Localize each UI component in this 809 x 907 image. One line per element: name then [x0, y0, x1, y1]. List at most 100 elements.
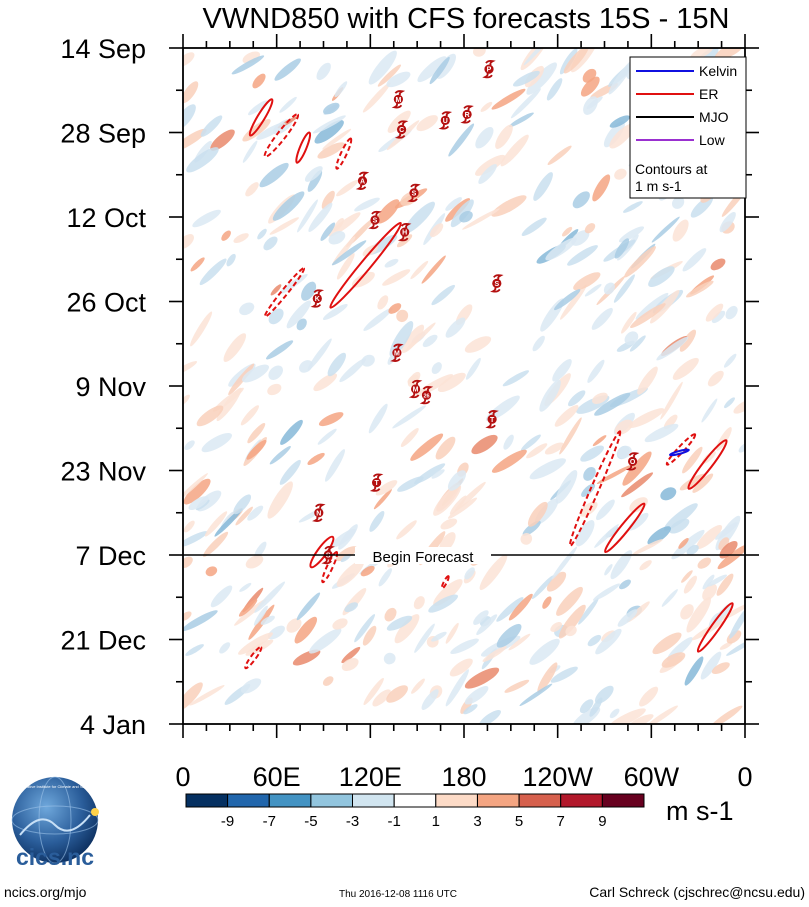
- negative-anomaly-patch: [248, 100, 268, 116]
- positive-anomaly-patch: [240, 405, 259, 426]
- negative-anomaly-patch: [725, 305, 738, 320]
- y-tick-label: 21 Dec: [60, 626, 146, 656]
- positive-anomaly-patch: [592, 174, 611, 202]
- positive-anomaly-patch: [415, 374, 453, 397]
- positive-anomaly-patch: [205, 566, 218, 577]
- colorbar-label: -1: [388, 813, 401, 830]
- negative-anomaly-patch: [192, 209, 221, 228]
- negative-anomaly-patch: [656, 336, 689, 361]
- er-contour-solid: [687, 439, 728, 490]
- negative-anomaly-patch: [428, 594, 459, 613]
- negative-anomaly-patch: [263, 236, 278, 251]
- negative-anomaly-patch: [610, 550, 633, 580]
- tropical-cyclone-icon: T: [485, 410, 499, 429]
- negative-anomaly-patch: [523, 48, 552, 66]
- negative-anomaly-patch: [629, 335, 646, 352]
- positive-anomaly-patch: [221, 230, 231, 241]
- positive-anomaly-patch: [183, 234, 194, 249]
- tropical-cyclone-icon: M: [391, 90, 406, 109]
- positive-anomaly-patch: [183, 478, 211, 505]
- negative-anomaly-patch: [684, 656, 704, 686]
- tropical-cyclone-icon: M: [408, 379, 423, 399]
- legend-label-kelvin: Kelvin: [699, 63, 737, 79]
- positive-anomaly-patch: [335, 546, 358, 562]
- x-tick-label: 0: [175, 762, 190, 792]
- negative-anomaly-patch: [608, 59, 635, 95]
- negative-anomaly-patch: [682, 248, 707, 272]
- tropical-cyclone-tracks: P M R U C A S S H S K M M 26 T O T N S: [310, 59, 640, 565]
- negative-anomaly-patch: [368, 403, 388, 434]
- tropical-cyclone-icon: S: [490, 274, 504, 293]
- negative-anomaly-patch: [421, 689, 439, 711]
- positive-anomaly-patch: [630, 303, 666, 329]
- negative-anomaly-patch: [431, 284, 456, 306]
- colorbar-label: 9: [598, 813, 606, 830]
- legend-box: [629, 56, 747, 199]
- negative-anomaly-patch: [267, 625, 285, 640]
- positive-anomaly-patch: [464, 667, 500, 689]
- tropical-cyclone-icon: 26: [419, 385, 434, 405]
- positive-anomaly-patch: [622, 451, 652, 486]
- positive-anomaly-patch: [573, 272, 601, 291]
- colorbar-swatch: [477, 793, 520, 808]
- negative-anomaly-patch: [323, 102, 340, 115]
- negative-anomaly-patch: [532, 335, 545, 352]
- negative-anomaly-patch: [431, 469, 445, 479]
- negative-anomaly-patch: [186, 147, 219, 173]
- negative-anomaly-patch: [314, 120, 344, 144]
- positive-anomaly-patch: [447, 497, 478, 519]
- positive-anomaly-patch: [733, 399, 745, 414]
- tropical-cyclone-icon: S: [407, 183, 421, 203]
- legend-label-low: Low: [699, 132, 726, 148]
- negative-anomaly-patch: [539, 379, 561, 412]
- positive-anomaly-patch: [405, 322, 436, 351]
- negative-anomaly-patch: [386, 615, 413, 631]
- positive-anomaly-patch: [183, 473, 208, 502]
- positive-anomaly-patch: [322, 128, 352, 150]
- positive-anomaly-patch: [204, 511, 228, 537]
- negative-anomaly-patch: [422, 334, 438, 348]
- negative-anomaly-patch: [476, 614, 498, 636]
- tropical-cyclone-icon: T: [369, 473, 384, 492]
- negative-anomaly-patch: [647, 526, 671, 545]
- positive-anomaly-patch: [413, 596, 425, 610]
- colorbar-unit: m s-1: [666, 796, 734, 826]
- positive-anomaly-patch: [317, 142, 345, 159]
- positive-anomaly-patch: [682, 446, 703, 474]
- negative-anomaly-patch: [644, 423, 679, 443]
- negative-anomaly-patch: [478, 164, 497, 184]
- y-tick-label: 28 Sep: [60, 119, 146, 149]
- x-tick-label: 120W: [522, 762, 593, 792]
- colorbar-swatch: [185, 793, 229, 808]
- positive-anomaly-patch: [286, 618, 302, 633]
- positive-anomaly-patch: [547, 145, 572, 165]
- positive-anomaly-patch: [410, 433, 444, 461]
- x-tick-label: 120E: [339, 762, 402, 792]
- er-contour-solid: [604, 502, 646, 554]
- storm-label: S: [326, 553, 331, 560]
- positive-anomaly-patch: [508, 593, 533, 621]
- negative-anomaly-patch: [344, 602, 358, 613]
- negative-anomaly-patch: [496, 597, 524, 622]
- colorbar-swatch: [227, 793, 270, 808]
- negative-anomaly-patch: [286, 300, 311, 329]
- positive-anomaly-patch: [332, 618, 348, 630]
- colorbar-label: 1: [432, 813, 440, 830]
- positive-anomaly-patch: [475, 154, 506, 176]
- er-contour-dashed: [665, 433, 697, 466]
- tropical-cyclone-icon: A: [355, 171, 370, 190]
- positive-anomaly-patch: [183, 361, 198, 377]
- tropical-cyclone-icon: R: [460, 105, 474, 124]
- positive-anomaly-patch: [482, 646, 507, 662]
- negative-anomaly-patch: [572, 191, 590, 209]
- negative-anomaly-patch: [619, 579, 631, 590]
- negative-anomaly-patch: [512, 70, 540, 87]
- negative-anomaly-patch: [417, 56, 447, 83]
- positive-anomaly-patch: [645, 705, 678, 724]
- negative-anomaly-patch: [384, 258, 399, 268]
- storm-label: A: [360, 178, 365, 185]
- positive-anomaly-patch: [407, 374, 419, 385]
- positive-anomaly-patch: [292, 649, 321, 666]
- y-tick-label: 7 Dec: [75, 541, 146, 571]
- positive-anomaly-patch: [592, 435, 607, 447]
